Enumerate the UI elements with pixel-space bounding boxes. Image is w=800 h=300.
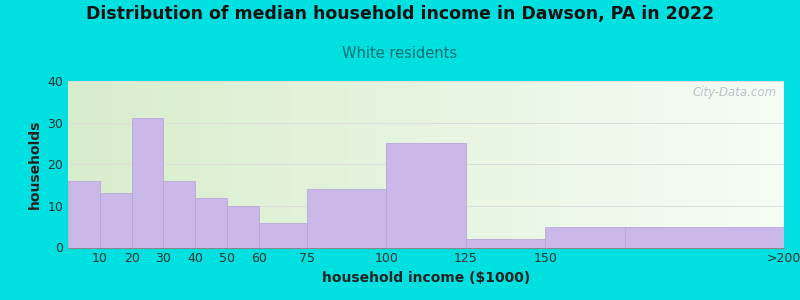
Bar (132, 118, 163, 247)
Text: Distribution of median household income in Dawson, PA in 2022: Distribution of median household income … (86, 4, 714, 22)
Bar (386, 143, 466, 248)
Bar (546, 227, 625, 248)
Bar (227, 206, 259, 247)
Bar (100, 194, 132, 247)
Bar (68, 181, 100, 248)
Bar (466, 239, 546, 248)
Bar (306, 189, 386, 248)
Bar (625, 227, 784, 248)
Text: White residents: White residents (342, 46, 458, 62)
Text: City-Data.com: City-Data.com (693, 86, 777, 99)
Bar (163, 181, 195, 248)
Y-axis label: households: households (28, 120, 42, 209)
Bar (195, 197, 227, 248)
Bar (259, 223, 306, 247)
X-axis label: household income ($1000): household income ($1000) (322, 271, 530, 285)
